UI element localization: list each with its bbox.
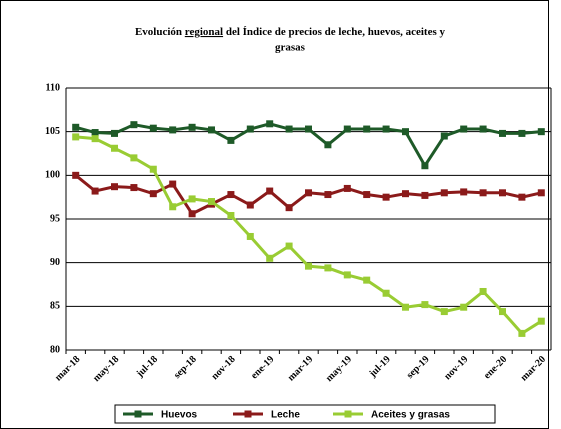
- point: [149, 165, 157, 173]
- point: [343, 125, 351, 133]
- point: [246, 201, 254, 209]
- point: [111, 144, 118, 152]
- chart-title: grasas: [275, 42, 306, 54]
- point: [266, 254, 274, 262]
- point: [343, 184, 351, 192]
- point: [246, 232, 254, 240]
- point: [460, 125, 468, 133]
- point: [343, 271, 351, 279]
- y-tick-label: 110: [46, 82, 60, 93]
- point: [305, 189, 312, 197]
- point: [382, 193, 390, 201]
- point: [382, 125, 390, 133]
- point: [246, 125, 254, 133]
- point: [421, 301, 429, 309]
- point: [169, 126, 177, 134]
- point: [402, 128, 409, 136]
- point: [460, 188, 468, 196]
- point: [537, 189, 545, 197]
- y-tick-label: 90: [50, 257, 60, 268]
- point: [169, 203, 177, 211]
- point: [305, 262, 312, 270]
- point: [518, 129, 526, 137]
- point: [227, 212, 235, 220]
- point: [324, 141, 332, 149]
- point: [169, 180, 177, 188]
- point: [440, 308, 448, 316]
- legend-marker: [134, 410, 142, 418]
- point: [130, 154, 138, 162]
- point: [188, 210, 196, 218]
- legend-marker: [244, 410, 252, 418]
- point: [440, 132, 448, 140]
- point: [266, 187, 274, 195]
- point: [208, 198, 215, 206]
- point: [499, 189, 506, 197]
- point: [111, 183, 118, 191]
- point: [188, 123, 196, 131]
- y-tick-label: 105: [45, 126, 60, 137]
- point: [227, 136, 235, 144]
- point: [499, 129, 506, 137]
- point: [440, 189, 448, 197]
- point: [130, 184, 138, 192]
- legend-box: [114, 404, 496, 424]
- chart-title: Evolución regional del Índice de precios…: [135, 26, 446, 38]
- y-tick-label: 80: [50, 344, 60, 355]
- point: [382, 289, 390, 297]
- point: [72, 171, 80, 179]
- point: [363, 191, 371, 199]
- legend-label: Aceites y grasas: [371, 410, 450, 421]
- point: [285, 125, 293, 133]
- legend-label: Huevos: [161, 410, 198, 421]
- point: [130, 121, 138, 129]
- point: [537, 128, 545, 136]
- point: [479, 189, 487, 197]
- point: [421, 191, 429, 199]
- point: [91, 129, 99, 137]
- point: [266, 120, 274, 128]
- point: [72, 123, 80, 131]
- point: [518, 193, 526, 201]
- point: [479, 287, 487, 295]
- point: [149, 190, 157, 198]
- y-tick-label: 100: [45, 170, 60, 181]
- point: [324, 191, 332, 199]
- point: [537, 317, 545, 325]
- point: [402, 190, 409, 198]
- point: [499, 308, 506, 316]
- point: [460, 303, 468, 311]
- point: [91, 135, 99, 143]
- point: [72, 133, 80, 141]
- y-tick-label: 95: [50, 213, 60, 224]
- point: [479, 125, 487, 133]
- point: [188, 195, 196, 203]
- point: [402, 303, 409, 311]
- point: [324, 264, 332, 272]
- frame: [0, 0, 549, 429]
- legend-marker: [344, 410, 352, 418]
- point: [421, 162, 429, 170]
- point: [208, 126, 215, 134]
- point: [363, 125, 371, 133]
- point: [285, 242, 293, 250]
- point: [285, 204, 293, 212]
- point: [363, 276, 371, 284]
- point: [305, 125, 312, 133]
- point: [149, 124, 157, 132]
- point: [227, 191, 235, 199]
- legend-label: Leche: [271, 410, 300, 421]
- point: [91, 187, 99, 195]
- y-tick-label: 85: [50, 301, 60, 312]
- point: [111, 129, 118, 137]
- point: [518, 329, 526, 337]
